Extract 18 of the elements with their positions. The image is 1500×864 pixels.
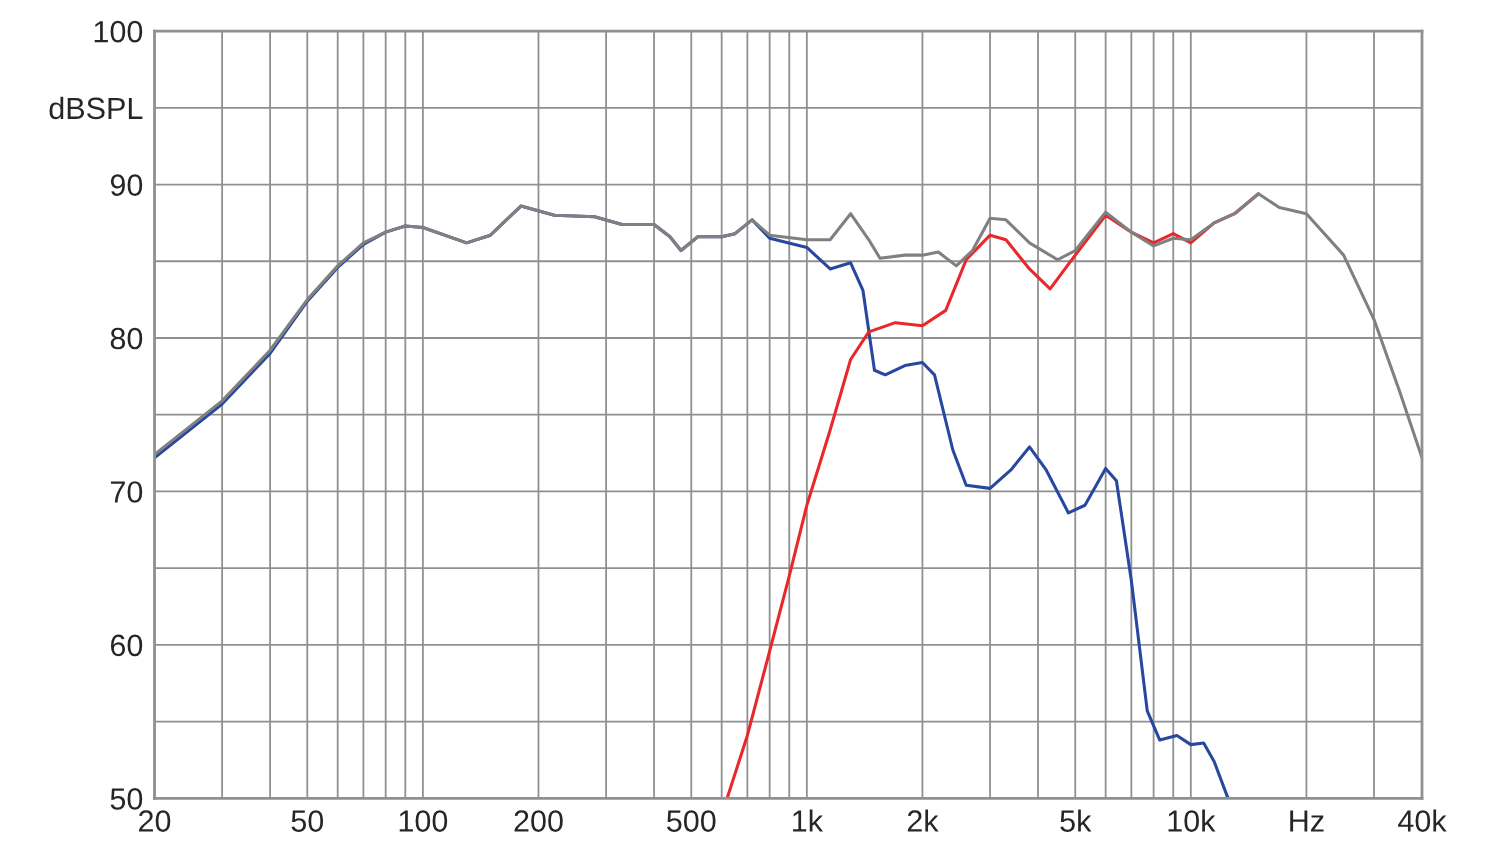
y-tick-label: 50 (110, 788, 143, 810)
y-tick-label: dBSPL (49, 96, 143, 120)
x-tick-label: 100 (399, 810, 448, 832)
x-tick-label: 200 (514, 810, 563, 832)
x-tick-label: Hz (1290, 810, 1324, 832)
y-tick-label: 80 (110, 327, 143, 350)
y-tick-label: 100 (94, 20, 143, 43)
x-tick-label: 1k (793, 809, 824, 832)
x-tick-label: 50 (291, 810, 324, 832)
y-tick-label: 60 (110, 634, 143, 657)
x-tick-label: 20 (139, 810, 171, 832)
x-tick-label: 2k (907, 809, 939, 832)
y-tick-label: 90 (110, 174, 143, 196)
y-tick-label: 70 (110, 481, 143, 503)
x-tick-label: 5k (1060, 809, 1092, 832)
x-tick-label: 40k (1398, 809, 1447, 832)
x-tick-label: 10k (1168, 809, 1216, 832)
x-tick-label: 500 (667, 810, 716, 832)
